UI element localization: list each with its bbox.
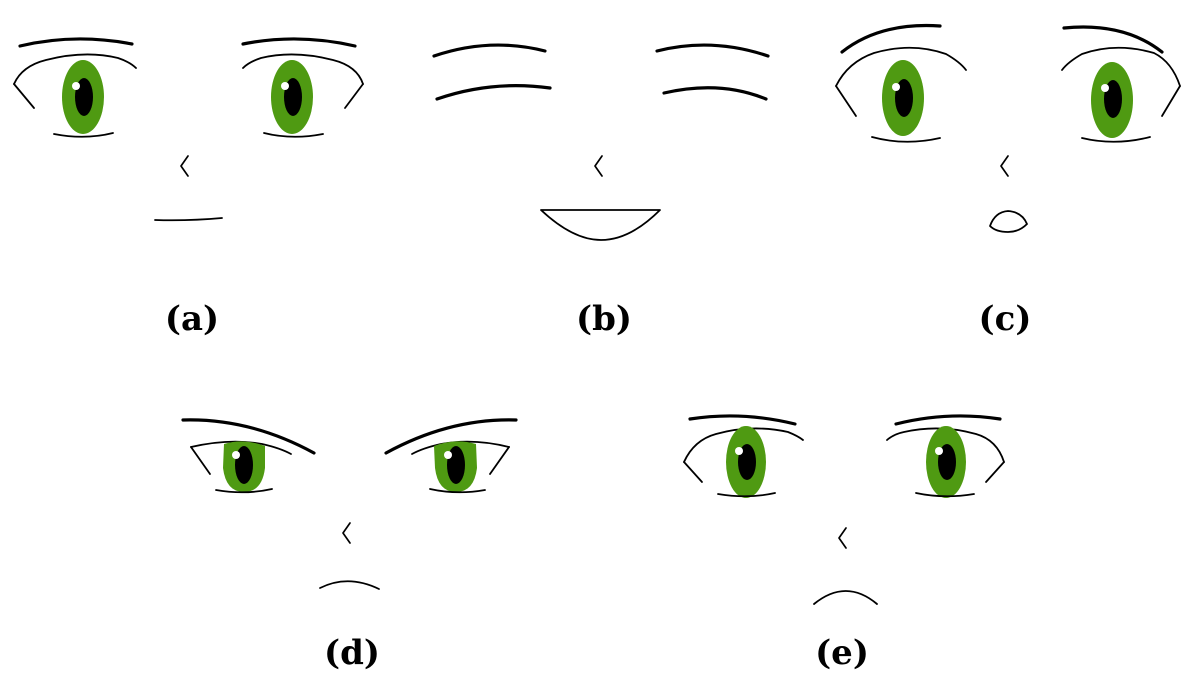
right-glint	[1101, 84, 1109, 92]
left-glint	[735, 447, 743, 455]
right-eye-corner	[344, 83, 364, 109]
left-glint	[72, 82, 80, 90]
left-lower-lash	[871, 136, 941, 143]
right-eye	[1061, 25, 1181, 143]
right-upper-eyelid	[1061, 46, 1181, 87]
panel-label: (d)	[324, 633, 380, 673]
panel-label: (b)	[576, 299, 632, 339]
right-lower-lash	[915, 492, 975, 498]
nose	[180, 155, 189, 177]
right-eye	[886, 414, 1005, 498]
right-eye	[384, 418, 518, 494]
right-eyebrow	[241, 37, 357, 48]
left-lower-lash	[53, 132, 114, 138]
left-glint	[892, 83, 900, 91]
right-eyebrow	[655, 43, 770, 58]
nose	[594, 155, 603, 177]
left-eye	[13, 37, 137, 138]
left-eye	[181, 418, 316, 494]
mouth-neutral	[154, 217, 223, 222]
left-eyebrow	[688, 414, 797, 426]
panel-c: (c)	[835, 23, 1181, 339]
left-closed-eye	[435, 84, 552, 101]
left-eyebrow	[432, 43, 547, 58]
left-eyebrow	[181, 418, 316, 455]
panel-d: (d)	[181, 418, 518, 673]
panel-b: (b)	[432, 43, 770, 339]
mouth-surprised	[989, 210, 1028, 233]
right-lower-lash	[1081, 136, 1151, 143]
right-eye	[241, 37, 364, 138]
nose	[342, 522, 351, 544]
right-eye-corner	[985, 461, 1005, 483]
right-glint	[281, 82, 289, 90]
right-eyebrow	[894, 414, 1002, 426]
left-pupil	[738, 444, 756, 480]
mouth-frown	[319, 580, 380, 590]
right-eyebrow	[1062, 25, 1164, 54]
left-eyebrow	[840, 23, 942, 54]
right-upper-eyelid	[242, 53, 364, 85]
left-eye-corner	[13, 83, 35, 109]
left-glint	[232, 451, 240, 459]
left-upper-eyelid	[835, 46, 967, 87]
right-eye-corner	[1161, 85, 1181, 117]
left-eyebrow	[18, 37, 134, 48]
panel-e: (e)	[683, 414, 1005, 673]
left-eye-corner	[835, 85, 857, 117]
right-eye-corner	[489, 446, 510, 475]
left-lower-lash	[717, 492, 776, 498]
nose	[1000, 155, 1009, 177]
panel-label: (e)	[815, 633, 869, 673]
left-upper-eyelid	[190, 440, 292, 455]
left-eye-corner	[683, 461, 703, 483]
right-glint	[444, 451, 452, 459]
left-lower-lash	[215, 488, 273, 494]
left-eye	[835, 23, 967, 143]
panel-a: (a)	[13, 37, 364, 339]
right-lower-lash	[263, 132, 324, 138]
panel-label: (c)	[979, 299, 1032, 339]
nose	[838, 527, 847, 549]
panel-label: (a)	[165, 299, 219, 339]
mouth-smile	[540, 209, 661, 241]
right-glint	[935, 447, 943, 455]
mouth-sad	[813, 590, 878, 605]
left-upper-eyelid	[13, 53, 137, 85]
left-eye	[683, 414, 804, 498]
right-eyebrow	[384, 418, 518, 455]
left-eye-corner	[190, 446, 211, 475]
right-pupil	[938, 444, 956, 480]
right-closed-eye	[662, 86, 768, 101]
right-lower-lash	[429, 488, 486, 494]
